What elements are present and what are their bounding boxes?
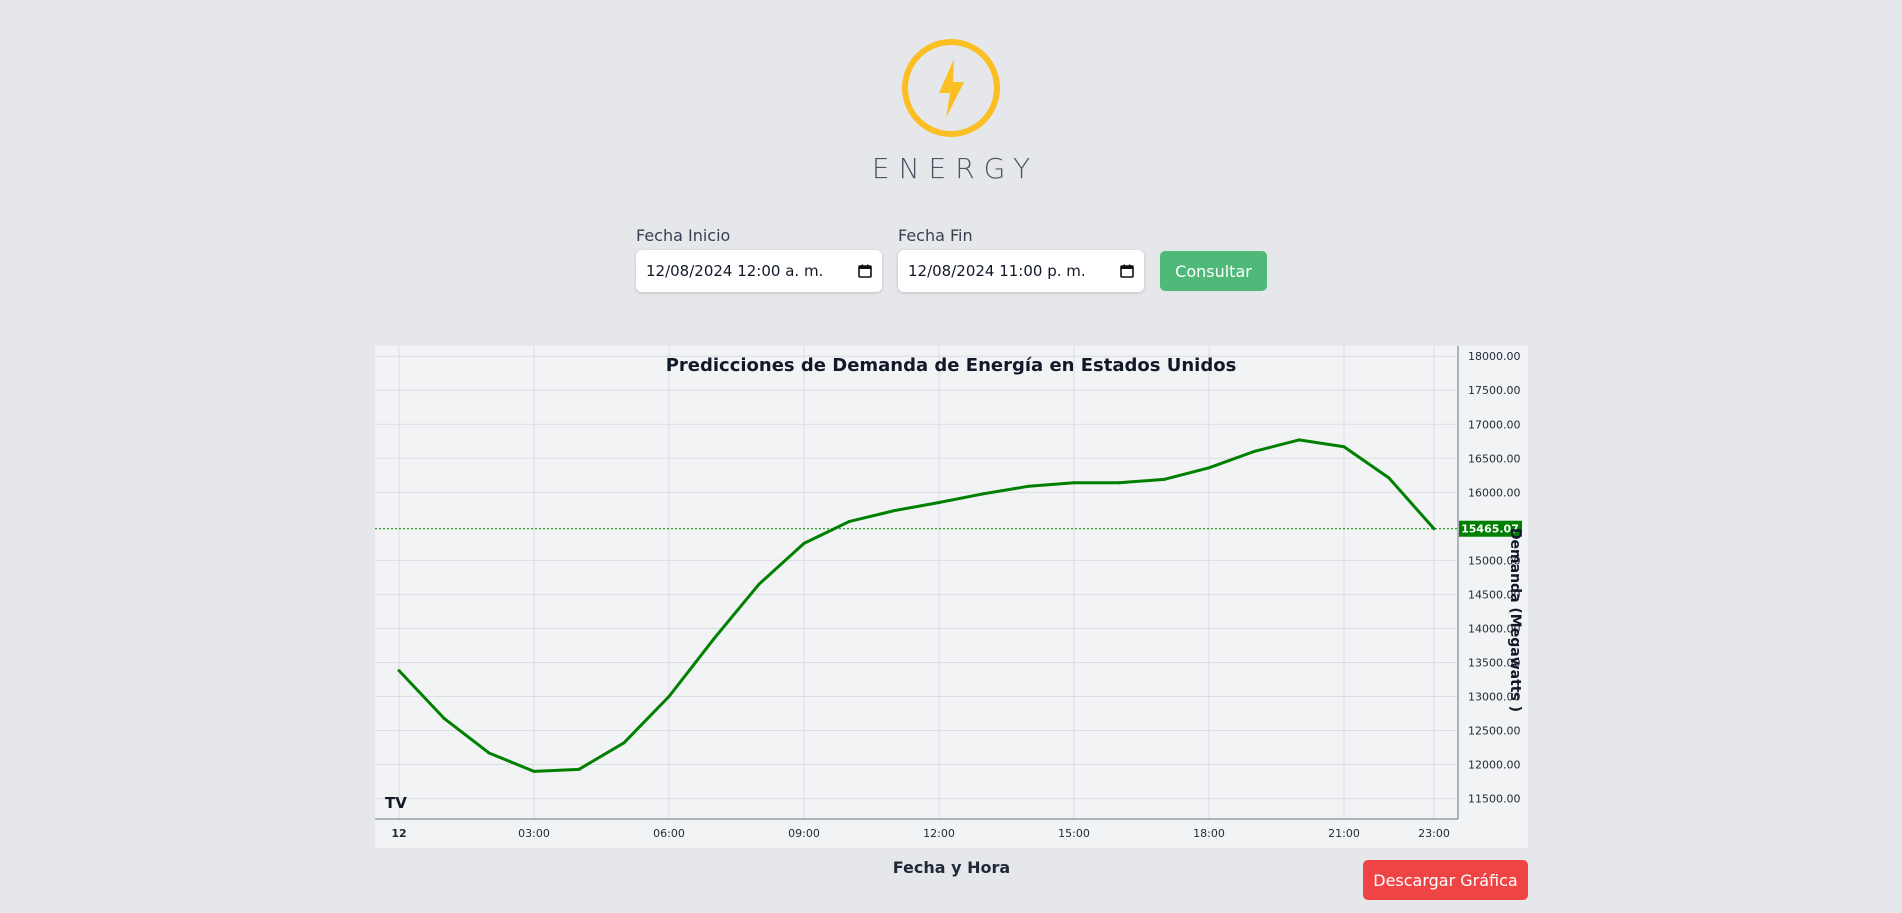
data-point [982,492,986,496]
end-date-value: 12/08/2024 11:00 p. m. [908,262,1086,280]
x-tick-label: 03:00 [518,827,550,840]
data-point [1027,484,1031,488]
data-point [1117,481,1121,485]
y-tick-label: 12500.00 [1468,725,1521,738]
x-tick-label: 12:00 [923,827,955,840]
brand-logo: ENERGY [0,38,1902,185]
end-date-input[interactable]: 12/08/2024 11:00 p. m. [898,250,1144,292]
data-point [1252,449,1256,453]
series-line [397,438,1436,773]
y-tick-label: 15000.00 [1468,554,1521,567]
calendar-icon[interactable] [1120,264,1134,278]
x-axis-title: Fecha y Hora [892,858,1011,877]
x-tick-label: 09:00 [788,827,820,840]
data-point [712,637,716,641]
start-date-value: 12/08/2024 12:00 a. m. [646,262,824,280]
data-point [1387,476,1391,480]
x-tick-label: 15:00 [1058,827,1090,840]
start-date-field: Fecha Inicio 12/08/2024 12:00 a. m. [636,226,882,292]
data-point [577,767,581,771]
start-date-input[interactable]: 12/08/2024 12:00 a. m. [636,250,882,292]
data-point [1432,527,1436,531]
data-point [397,669,401,673]
y-tick-label: 12000.00 [1468,759,1521,772]
y-tick-label: 16500.00 [1468,452,1521,465]
x-tick-label: 06:00 [653,827,685,840]
last-value-badge [1459,520,1522,537]
y-tick-label: 16000.00 [1468,486,1521,499]
data-point [937,501,941,505]
x-tick-label: 23:00 [1418,827,1450,840]
x-tick-label: 21:00 [1328,827,1360,840]
data-point [487,751,491,755]
data-point [532,769,536,773]
data-point [442,716,446,720]
consultar-button[interactable]: Consultar [1160,251,1267,291]
brand-name: ENERGY [871,152,1040,185]
calendar-icon[interactable] [858,264,872,278]
data-point [1207,466,1211,470]
x-tick-label: 18:00 [1193,827,1225,840]
chart-title: Predicciones de Demanda de Energía en Es… [666,355,1237,376]
data-point [622,741,626,745]
y-tick-label: 17500.00 [1468,384,1521,397]
y-tick-label: 18000.00 [1468,350,1521,363]
last-value-label: 15465.07 [1461,523,1519,536]
data-point [802,541,806,545]
tradingview-watermark-icon: TV [385,794,407,812]
y-tick-label: 17000.00 [1468,418,1521,431]
end-date-label: Fecha Fin [898,226,973,245]
data-point [757,582,761,586]
y-tick-label: 13000.00 [1468,690,1521,703]
data-point [1072,481,1076,485]
data-point [1297,438,1301,442]
data-point [1162,477,1166,481]
data-point [892,509,896,513]
y-tick-label: 14000.00 [1468,622,1521,635]
download-chart-button[interactable]: Descargar Gráfica [1363,860,1528,900]
data-point [667,694,671,698]
demand-chart[interactable]: 18000.00 17500.00 17000.00 16500.00 16000.00… [375,346,1528,848]
start-date-label: Fecha Inicio [636,226,731,245]
end-date-field: Fecha Fin 12/08/2024 11:00 p. m. [898,226,1144,292]
data-point [1342,445,1346,449]
chart-container: 18000.00 17500.00 17000.00 16500.00 16000.00… [375,346,1528,848]
x-tick-label: 12 [391,827,406,840]
data-point [847,520,851,524]
y-tick-label: 13500.00 [1468,656,1521,669]
y-tick-label: 11500.00 [1468,793,1521,806]
y-axis-title: Demanda (Megawatts ) [1507,528,1523,712]
y-tick-label: 14500.00 [1468,588,1521,601]
lightning-bolt-icon [902,39,1000,137]
